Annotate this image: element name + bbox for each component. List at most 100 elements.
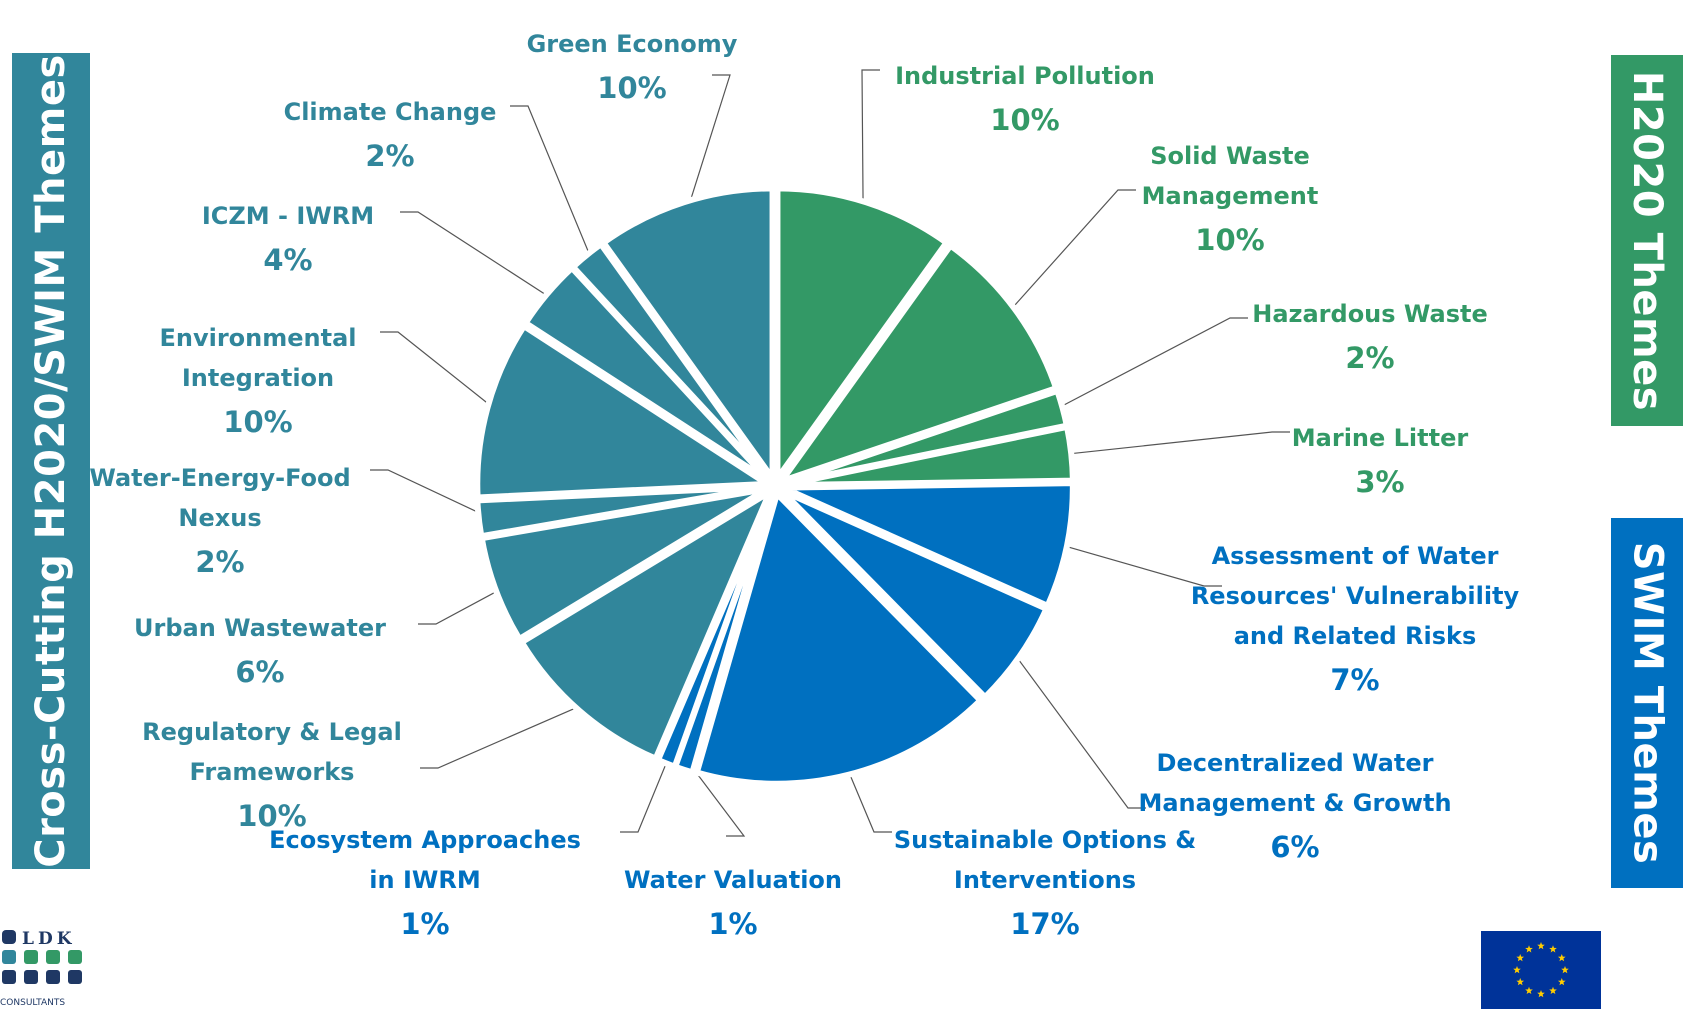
leader-line <box>861 69 880 212</box>
pie-slice-green-economy <box>600 185 776 482</box>
slice-label: Management & Growth <box>1138 789 1451 817</box>
leader-line <box>370 469 489 518</box>
slice-label-group: Assessment of Water Resources' Vulnerabil… <box>1191 542 1520 697</box>
eu-star-icon <box>1549 986 1557 995</box>
eu-flag-icon <box>1481 931 1601 1009</box>
slice-label: ICZM - IWRM <box>202 202 374 230</box>
leader-line <box>686 74 731 213</box>
slice-value-label: 10% <box>237 799 306 833</box>
leader-line <box>1052 317 1248 412</box>
eu-star-icon <box>1525 986 1533 995</box>
slice-label: Climate Change <box>284 98 497 126</box>
slice-value-label: 2% <box>365 139 414 173</box>
slice-label: Hazardous Waste <box>1252 300 1488 328</box>
pie-slice-industrial-pollution <box>774 185 950 482</box>
eu-star-icon <box>1516 978 1525 986</box>
leader-line <box>845 764 892 833</box>
slice-value-label: 2% <box>1345 341 1394 375</box>
pie-slice-sustainable-options-interventions <box>693 490 984 787</box>
slice-value-label: 7% <box>1330 663 1379 697</box>
svg-text:CONSULTANTS: CONSULTANTS <box>0 998 65 1008</box>
leader-line <box>420 702 587 769</box>
slice-label: Green Economy <box>527 30 738 58</box>
leader-line <box>1011 649 1146 809</box>
eu-star-icon <box>1513 966 1521 974</box>
eu-star-icon <box>1516 954 1525 962</box>
eu-star-icon <box>1537 942 1545 950</box>
eu-star-icon <box>1549 945 1557 953</box>
leader-line <box>510 105 594 264</box>
leader-line <box>1005 189 1136 315</box>
slice-label-group: Climate Change 2% <box>284 98 497 173</box>
pie-slice-environmental-integration <box>474 323 771 501</box>
pie-slice-regulatory-legal-frameworks <box>518 489 773 762</box>
slice-value-label: 10% <box>597 71 666 105</box>
slice-value-label: 2% <box>195 545 244 579</box>
slice-label-group: Water-Energy-Food Nexus 2% <box>89 464 350 579</box>
eu-star-icon <box>1561 966 1569 974</box>
eu-star-icon <box>1557 954 1566 962</box>
leader-line <box>686 759 746 837</box>
eu-star-icon <box>1525 945 1533 953</box>
slice-value-label: 10% <box>223 405 292 439</box>
slice-value-label: 6% <box>1270 830 1319 864</box>
slice-label: Interventions <box>954 866 1136 894</box>
slice-labels: Industrial Pollution 10% Solid Waste Manage… <box>89 30 1519 941</box>
slice-label: Industrial Pollution <box>895 62 1155 90</box>
slice-label: Resources' Vulnerability <box>1191 582 1520 610</box>
slice-label: Urban Wastewater <box>134 614 386 642</box>
slice-label-group: Solid Waste Management 10% <box>1142 142 1319 257</box>
leader-line <box>620 753 671 833</box>
slice-label: Assessment of Water <box>1212 542 1499 570</box>
slice-value-label: 6% <box>235 655 284 689</box>
eu-star-icon <box>1537 990 1545 998</box>
slice-label: Water-Energy-Food <box>89 464 350 492</box>
slice-label: Frameworks <box>190 758 355 786</box>
slice-label: Ecosystem Approaches <box>269 826 581 854</box>
slice-label-group: ICZM - IWRM 4% <box>202 202 374 277</box>
slice-label-group: Industrial Pollution 10% <box>895 62 1155 137</box>
slice-label-group: Water Valuation 1% <box>624 866 842 941</box>
slice-label-group: Marine Litter 3% <box>1292 424 1469 499</box>
slice-label: Integration <box>182 364 334 392</box>
slice-value-label: 1% <box>708 907 757 941</box>
slice-label-group: Urban Wastewater 6% <box>134 614 386 689</box>
slice-label-group: Ecosystem Approaches in IWRM 1% <box>269 826 581 941</box>
slice-label: Decentralized Water <box>1157 749 1434 777</box>
cross-cutting-themes-band: Cross-Cutting H2020/SWIM Themes <box>12 53 90 869</box>
eu-star-icon <box>1557 978 1566 986</box>
ldk-consultants-logo: LDK CONSULTANTS <box>0 929 82 1008</box>
slice-value-label: 4% <box>263 243 312 277</box>
leader-lines <box>370 69 1290 837</box>
slice-label: Regulatory & Legal <box>142 718 402 746</box>
slice-label: and Related Risks <box>1234 622 1477 650</box>
leader-line <box>418 586 506 625</box>
slice-label: Management <box>1142 182 1319 210</box>
pie-slice-decentralized-water-management-growth <box>778 487 1050 701</box>
h2020-themes-band: H2020 Themes <box>1611 55 1683 426</box>
slice-label: Marine Litter <box>1292 424 1469 452</box>
leader-line <box>400 211 556 301</box>
leader-line <box>1056 543 1222 587</box>
slice-value-label: 10% <box>1195 223 1264 257</box>
slice-value-label: 10% <box>990 103 1059 137</box>
slice-label: in IWRM <box>369 866 480 894</box>
slice-label-group: Environmental Integration 10% <box>159 324 356 439</box>
slice-label-group: Decentralized Water Management & Growth 6% <box>1138 749 1451 864</box>
slice-value-label: 17% <box>1010 907 1079 941</box>
leader-line <box>380 331 498 412</box>
leader-line <box>1061 431 1290 456</box>
pie-slice-solid-waste-management <box>778 242 1060 485</box>
swim-themes-band: SWIM Themes <box>1611 518 1683 888</box>
slice-label: Water Valuation <box>624 866 842 894</box>
slice-value-label: 3% <box>1355 465 1404 499</box>
pie-slice-assessment-of-water-resources-vulnerability-and-related-risks <box>779 480 1076 609</box>
slice-value-label: 1% <box>400 907 449 941</box>
svg-text:LDK: LDK <box>22 929 75 949</box>
slice-label: Solid Waste <box>1150 142 1310 170</box>
slice-label: Sustainable Options & <box>894 826 1196 854</box>
slice-label: Nexus <box>178 504 261 532</box>
slice-label-group: Hazardous Waste 2% <box>1252 300 1488 375</box>
